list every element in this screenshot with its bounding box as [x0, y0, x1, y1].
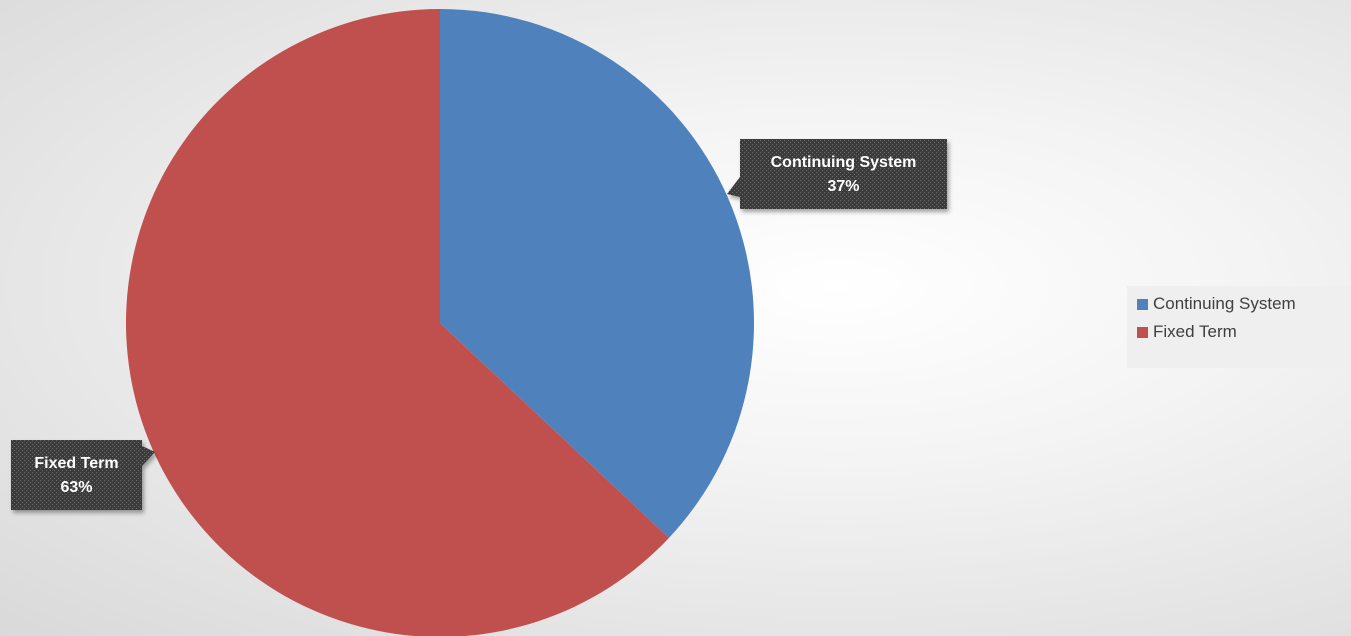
pie-slices	[126, 9, 754, 636]
data-label-fixed-term: Fixed Term 63%	[11, 440, 155, 510]
data-label-percent-fixed-term: 63%	[60, 479, 92, 496]
data-label-category-continuing-system: Continuing System	[771, 154, 917, 171]
legend-item-continuing-system: Continuing System	[1137, 290, 1351, 318]
data-label-box-fixed-term	[11, 440, 142, 510]
data-label-pointer-fixed-term	[142, 446, 155, 466]
data-label-pointer-continuing-system	[727, 177, 740, 197]
pie-slice-fixed-term	[126, 9, 669, 636]
data-label-continuing-system: Continuing System 37%	[727, 139, 947, 209]
legend-swatch-continuing-system	[1137, 298, 1148, 310]
legend-swatch-fixed-term	[1137, 326, 1148, 338]
legend: Continuing System Fixed Term	[1127, 286, 1351, 368]
data-label-box-continuing-system	[740, 139, 947, 209]
legend-label-continuing-system: Continuing System	[1153, 294, 1296, 313]
legend-label-fixed-term: Fixed Term	[1153, 322, 1237, 341]
data-label-percent-continuing-system: 37%	[827, 178, 859, 195]
legend-item-fixed-term: Fixed Term	[1137, 318, 1351, 346]
data-label-category-fixed-term: Fixed Term	[34, 455, 118, 472]
pie-slice-continuing-system	[440, 9, 754, 538]
pie-data-labels: Continuing System 37% Fixed Term 63%	[11, 139, 947, 510]
